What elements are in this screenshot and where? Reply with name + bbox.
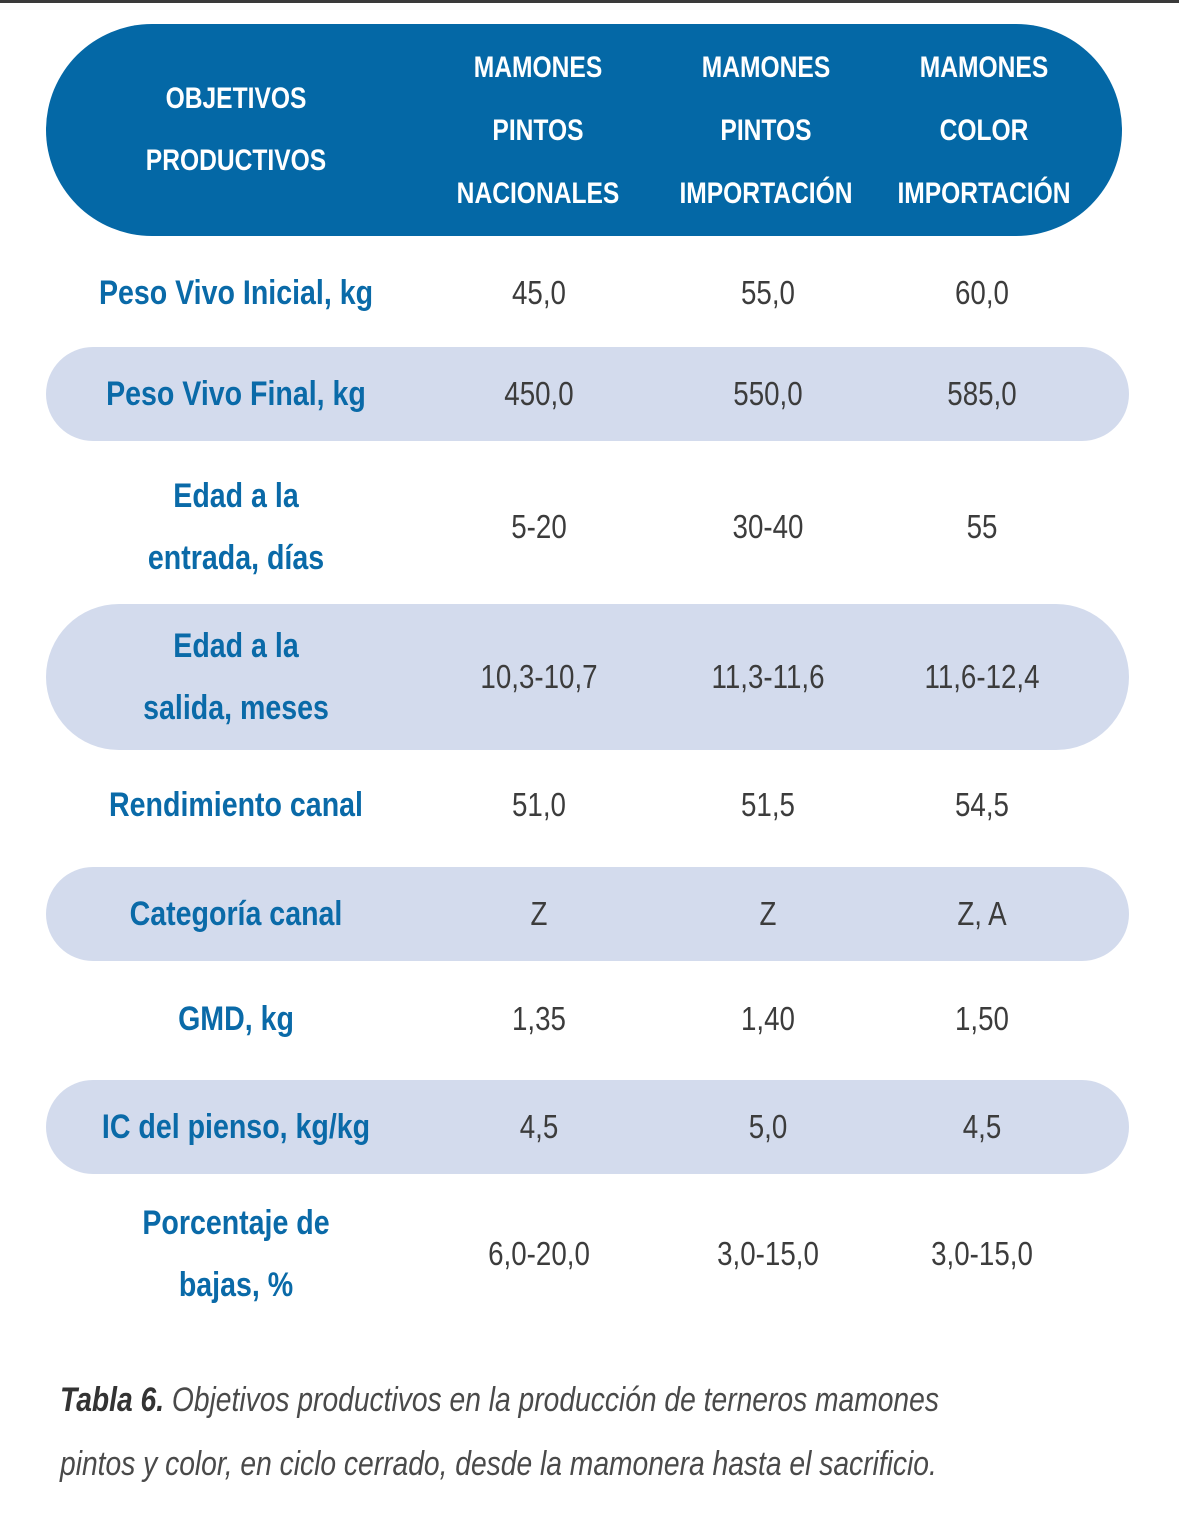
value-pintos-importacion: 5,0 <box>748 1108 788 1145</box>
value-pintos-importacion: 30-40 <box>732 508 804 545</box>
value-color-importacion: 54,5 <box>955 786 1009 823</box>
header-pintos-nacionales: MAMONES PINTOS NACIONALES <box>440 24 637 236</box>
value-pintos-nacionales: 10,3-10,7 <box>480 658 598 695</box>
row-label-text: entrada, días <box>147 539 325 577</box>
table-row: Peso Vivo Final, kg 450,0 550,0 585,0 <box>46 347 1129 441</box>
value-pintos-importacion: 550,0 <box>733 375 803 412</box>
header-text: PINTOS <box>720 113 812 147</box>
row-label-text: Peso Vivo Inicial, kg <box>98 274 374 312</box>
header-text: PRODUCTIVOS <box>145 144 327 177</box>
row-label-text: GMD, kg <box>178 1000 294 1038</box>
row-label: Edad a la salida, meses <box>76 604 395 750</box>
table-header: OBJETIVOS PRODUCTIVOS MAMONES PINTOS NAC… <box>46 24 1122 236</box>
row-label: Edad a la entrada, días <box>76 455 395 599</box>
header-text: COLOR <box>939 113 1029 147</box>
header-text: IMPORTACIÓN <box>679 176 853 210</box>
value-color-importacion: 1,50 <box>955 1000 1009 1037</box>
row-label-text: salida, meses <box>143 689 329 727</box>
caption-label: Tabla 6. <box>60 1381 165 1419</box>
row-label: Rendimiento canal <box>76 758 395 852</box>
value-color-importacion: 60,0 <box>955 274 1009 311</box>
value-pintos-importacion: 11,3-11,6 <box>711 658 825 695</box>
row-label: Peso Vivo Final, kg <box>76 347 395 441</box>
header-text: IMPORTACIÓN <box>897 176 1071 210</box>
header-text: MAMONES <box>701 50 831 84</box>
header-text: MAMONES <box>919 50 1049 84</box>
header-text: OBJETIVOS <box>165 82 307 115</box>
caption-line1: Objetivos productivos en la producción d… <box>164 1381 939 1419</box>
value-pintos-nacionales: Z <box>530 895 548 932</box>
row-label-text: IC del pienso, kg/kg <box>101 1108 371 1146</box>
table-row: Edad a la entrada, días 5-20 30-40 55 <box>46 455 1129 599</box>
table-row: GMD, kg 1,35 1,40 1,50 <box>46 972 1129 1066</box>
value-pintos-nacionales: 1,35 <box>512 1000 566 1037</box>
top-rule <box>0 0 1179 3</box>
header-pintos-importacion: MAMONES PINTOS IMPORTACIÓN <box>668 24 865 236</box>
value-pintos-importacion: Z <box>759 895 777 932</box>
table-caption: Tabla 6. Objetivos productivos en la pro… <box>60 1368 1098 1496</box>
value-pintos-importacion: 51,5 <box>741 786 795 823</box>
row-label-text: Edad a la <box>173 627 299 665</box>
value-pintos-nacionales: 4,5 <box>519 1108 559 1145</box>
value-color-importacion: 55 <box>966 508 998 545</box>
table-row: Peso Vivo Inicial, kg 45,0 55,0 60,0 <box>46 246 1129 340</box>
row-label-text: Peso Vivo Final, kg <box>106 375 366 413</box>
table-row: Rendimiento canal 51,0 51,5 54,5 <box>46 758 1129 852</box>
row-label: Peso Vivo Inicial, kg <box>76 246 395 340</box>
header-color-importacion: MAMONES COLOR IMPORTACIÓN <box>886 24 1083 236</box>
value-color-importacion: 11,6-12,4 <box>924 658 1040 695</box>
value-pintos-importacion: 3,0-15,0 <box>717 1235 819 1272</box>
table-row: Porcentaje de bajas, % 6,0-20,0 3,0-15,0… <box>46 1182 1129 1326</box>
value-color-importacion: 585,0 <box>947 375 1017 412</box>
header-text: PINTOS <box>492 113 584 147</box>
header-text: MAMONES <box>473 50 603 84</box>
row-label-text: Rendimiento canal <box>109 786 363 824</box>
row-label-text: bajas, % <box>178 1266 294 1304</box>
row-label: Categoría canal <box>76 867 395 961</box>
value-pintos-nacionales: 51,0 <box>512 786 566 823</box>
row-label: IC del pienso, kg/kg <box>76 1080 395 1174</box>
table-row: IC del pienso, kg/kg 4,5 5,0 4,5 <box>46 1080 1129 1174</box>
header-text: NACIONALES <box>456 176 620 210</box>
value-color-importacion: 3,0-15,0 <box>931 1235 1033 1272</box>
row-label-text: Categoría canal <box>129 895 343 933</box>
caption-line2: pintos y color, en ciclo cerrado, desde … <box>60 1445 937 1483</box>
value-pintos-nacionales: 450,0 <box>504 375 574 412</box>
value-pintos-nacionales: 45,0 <box>512 274 566 311</box>
value-pintos-nacionales: 6,0-20,0 <box>488 1235 590 1272</box>
row-label: Porcentaje de bajas, % <box>76 1182 395 1326</box>
header-objetivos: OBJETIVOS PRODUCTIVOS <box>113 24 359 236</box>
value-color-importacion: 4,5 <box>962 1108 1002 1145</box>
row-label-text: Edad a la <box>173 477 299 515</box>
table-row: Edad a la salida, meses 10,3-10,7 11,3-1… <box>46 604 1129 750</box>
table-row: Categoría canal Z Z Z, A <box>46 867 1129 961</box>
value-pintos-nacionales: 5-20 <box>511 508 567 545</box>
value-pintos-importacion: 55,0 <box>741 274 795 311</box>
row-label-text: Porcentaje de <box>142 1204 330 1242</box>
row-label: GMD, kg <box>76 972 395 1066</box>
value-pintos-importacion: 1,40 <box>741 1000 795 1037</box>
value-color-importacion: Z, A <box>957 895 1007 932</box>
